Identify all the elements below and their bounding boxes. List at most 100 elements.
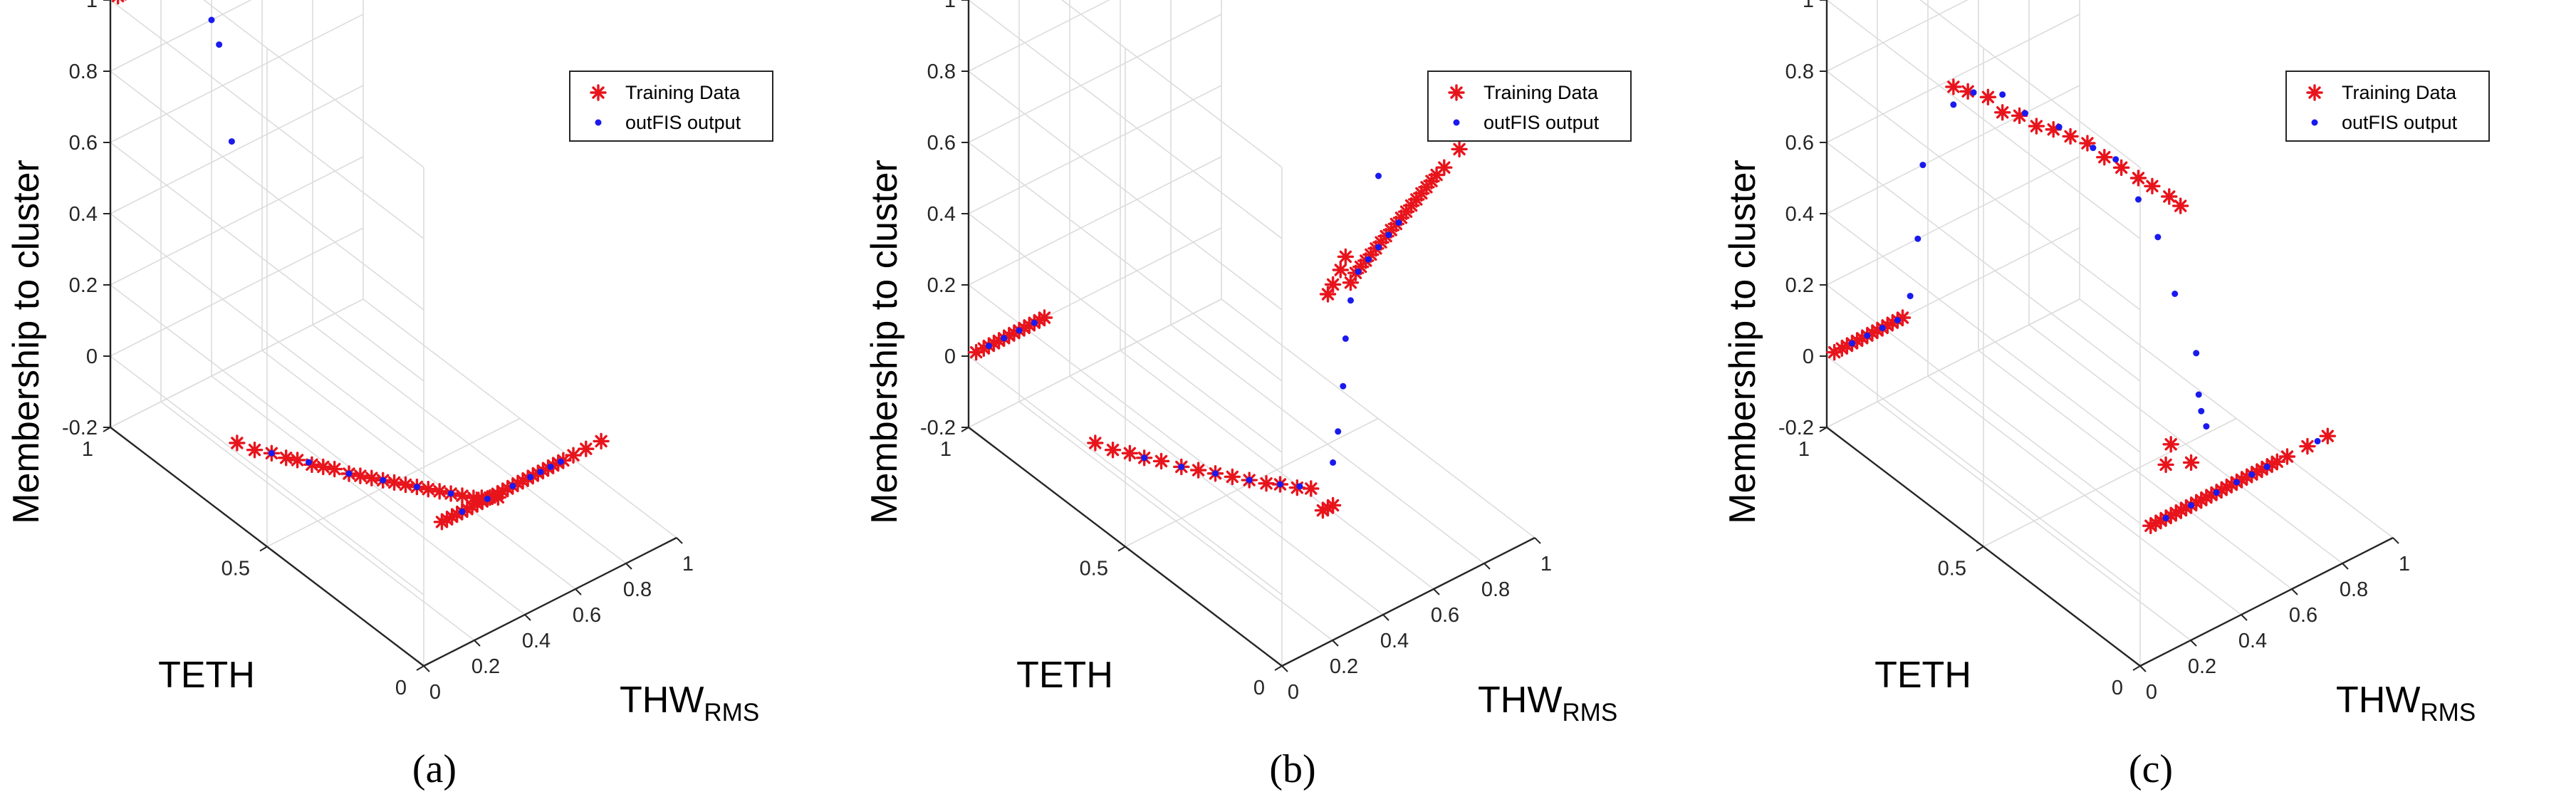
z-tick-label: 0.6	[1785, 132, 1814, 155]
x-tick-label: 0.4	[1380, 630, 1409, 652]
outfis-output-point	[2198, 407, 2205, 415]
y-tick-label: 1	[82, 438, 93, 461]
outfis-output-point	[1395, 219, 1402, 226]
y-tick-label: 1	[940, 438, 951, 461]
outfis-output-point	[1907, 293, 1914, 300]
training-data-point	[2162, 436, 2179, 453]
x-tick-label: 1	[1540, 553, 1552, 576]
grid-line	[110, 14, 364, 143]
z-axis-title: Membership to cluster	[1722, 160, 1763, 524]
training-data-point	[246, 442, 264, 459]
x-axis-title-subscript: RMS	[704, 699, 759, 727]
grid-line	[1061, 0, 1283, 168]
training-data-point	[431, 483, 448, 500]
training-data-point	[1979, 88, 1997, 106]
panel-b: 00.20.40.60.8100.51-0.200.20.40.60.811.2…	[864, 0, 1632, 791]
x-axis	[423, 536, 677, 667]
outfis-output-point	[1365, 256, 1372, 263]
y-tick-label: 0.5	[1080, 558, 1108, 580]
training-data-point	[1152, 452, 1170, 470]
x-tick-mark	[1281, 665, 1288, 672]
outfis-output-point	[2055, 123, 2063, 130]
outfis-output-point	[1031, 319, 1038, 326]
outfis-output-point	[306, 459, 312, 466]
outfis-output-point	[216, 41, 223, 48]
grid-line	[110, 213, 424, 453]
y-tick-mark	[2132, 665, 2141, 671]
outfis-output-point	[1375, 172, 1382, 179]
outfis-output-point	[1330, 459, 1337, 466]
legend: Training Data outFIS output	[2285, 71, 2490, 142]
x-axis-title: THWRMS	[620, 679, 759, 727]
training-data-point	[2144, 177, 2161, 194]
legend-label-training: Training Data	[625, 82, 741, 103]
grid-line	[1826, 14, 2080, 143]
legend-box	[569, 71, 773, 142]
outfis-output-point	[228, 138, 235, 145]
x-tick-mark	[2342, 563, 2349, 570]
grid-line	[1826, 0, 1968, 72]
grid-line	[1919, 0, 2141, 168]
grid-line	[1826, 0, 2141, 239]
y-tick-mark	[416, 665, 424, 671]
grid-line	[110, 71, 424, 311]
y-tick-label: 1	[1798, 438, 1810, 461]
x-tick-label: 0.6	[2289, 604, 2317, 627]
panel-c: 00.20.40.60.8100.51-0.200.20.40.60.811.2…	[1722, 0, 2490, 791]
outfis-output-point	[413, 484, 420, 491]
grid-line	[110, 142, 424, 382]
grid-line	[110, 0, 424, 239]
z-tick-label: 0	[86, 345, 98, 368]
x-tick-mark	[2241, 614, 2248, 621]
training-data-point	[278, 449, 295, 467]
legend-star-marker	[1448, 84, 1465, 101]
training-data-point	[438, 511, 456, 528]
legend-star-marker	[590, 84, 607, 101]
outfis-output-point	[537, 469, 544, 476]
grid-line	[1826, 85, 2080, 214]
outfis-output-point	[985, 343, 992, 350]
z-tick-label: 0.4	[1785, 203, 1814, 226]
training-data-point	[2096, 148, 2113, 166]
panel-label: (c)	[2129, 747, 2173, 791]
x-tick-mark	[2392, 537, 2399, 544]
training-data-point	[1121, 444, 1139, 462]
outfis-output-point	[380, 476, 387, 484]
y-tick-mark	[1274, 665, 1283, 671]
z-tick-label: 1	[944, 0, 956, 12]
outfis-output-point	[447, 490, 454, 497]
grid-line	[1826, 298, 2080, 428]
grid-line	[968, 355, 1283, 595]
legend-label-outfis: outFIS output	[625, 112, 741, 133]
z-axis-title: Membership to cluster	[6, 160, 47, 524]
outfis-output-point	[459, 508, 466, 515]
training-data-point	[1104, 442, 1122, 459]
outfis-output-point	[1277, 481, 1283, 488]
training-data-point	[2112, 159, 2130, 177]
training-data-point	[111, 0, 125, 5]
grid-line	[1826, 355, 2141, 595]
grid-line	[110, 227, 364, 357]
x-tick-label: 0	[429, 681, 441, 704]
training-data-point	[2319, 427, 2337, 444]
outfis-output-point	[1347, 297, 1354, 304]
outfis-output-point	[1849, 340, 1855, 347]
x-tick-mark	[2139, 665, 2147, 672]
z-tick-label: 0	[1803, 345, 1814, 368]
x-tick-label: 0.8	[2340, 578, 2368, 601]
grid-line	[968, 0, 1110, 72]
x-tick-mark	[1534, 537, 1541, 544]
z-tick-label: 1	[86, 0, 98, 12]
x-tick-mark	[1483, 563, 1491, 570]
grid-line	[110, 355, 424, 595]
training-data-point	[385, 474, 403, 491]
z-tick-label: -0.2	[62, 417, 98, 439]
training-data-point	[397, 476, 414, 494]
x-tick-label: 0.6	[1431, 604, 1459, 627]
outfis-output-point	[2162, 514, 2169, 521]
legend-dot-marker	[2311, 119, 2318, 126]
x-tick-mark	[676, 537, 683, 544]
x-tick-mark	[1332, 640, 1339, 647]
legend: Training Data outFIS output	[569, 71, 773, 142]
legend-label-outfis: outFIS output	[2342, 112, 2458, 133]
